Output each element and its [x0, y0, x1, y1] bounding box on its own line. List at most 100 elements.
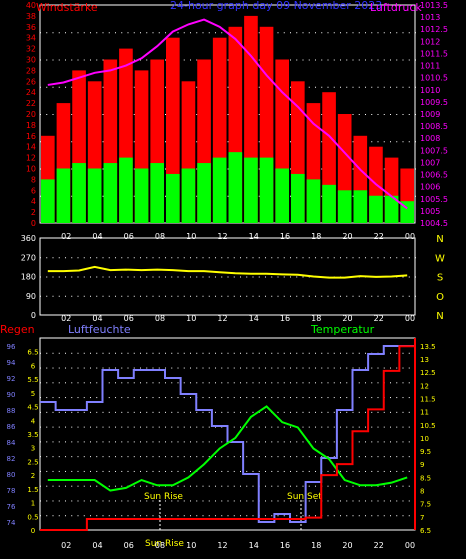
wind-avg-bar [134, 168, 149, 223]
grid-dot-bottom [152, 456, 154, 458]
grid-dot-bottom [402, 367, 404, 369]
grid-dot-bottom [302, 485, 304, 487]
compass-label: S [437, 273, 443, 284]
grid-dot-bottom [365, 515, 366, 517]
grid-dot-wind [133, 195, 135, 197]
grid-dot-bottom [65, 411, 66, 413]
grid-dot-dir [196, 276, 198, 278]
grid-dot-bottom [371, 397, 373, 399]
grid-dot-wind [146, 32, 148, 34]
grid-dot-wind [402, 86, 404, 88]
grid-dot-bottom [396, 456, 398, 458]
grid-dot-bottom [208, 441, 210, 443]
grid-dot-bottom [346, 352, 348, 354]
grid-dot-bottom [102, 411, 104, 413]
grid-dot-wind [165, 168, 166, 170]
grid-dot-bottom [165, 397, 166, 399]
grid-dot-bottom [183, 470, 185, 472]
grid-dot-wind [333, 86, 335, 88]
grid-dot-wind [390, 59, 391, 61]
grid-dot-bottom [227, 411, 229, 413]
grid-dot-bottom [121, 426, 123, 428]
pressure-tick-label: 1009.5 [420, 98, 448, 107]
wind-tick-label: 12 [26, 154, 36, 163]
grid-dot-bottom [396, 485, 398, 487]
grid-dot-bottom [290, 411, 291, 413]
rain-tick-label: 3 [31, 445, 35, 453]
temperature-tick-label: 11.5 [420, 395, 436, 403]
grid-dot-bottom [358, 441, 360, 443]
grid-dot-bottom [340, 352, 341, 354]
grid-dot-bottom [46, 426, 48, 428]
grid-dot-bottom [96, 470, 98, 472]
grid-dot-bottom [96, 441, 98, 443]
grid-dot-wind [133, 114, 135, 115]
grid-dot-bottom [40, 485, 41, 487]
grid-dot-bottom [302, 515, 304, 517]
grid-dot-bottom [308, 397, 310, 399]
grid-dot-bottom [121, 470, 123, 472]
grid-dot-bottom [265, 441, 266, 443]
grid-dot-bottom [190, 411, 191, 413]
grid-dot-bottom [290, 456, 291, 458]
grid-dot-wind [165, 32, 166, 34]
grid-dot-wind [377, 141, 379, 143]
rain-tick-label: 5.5 [27, 376, 38, 384]
grid-dot-bottom [115, 470, 116, 472]
grid-dot-bottom [90, 367, 91, 369]
grid-dot-bottom [383, 515, 385, 517]
x-tick-label: 16 [280, 541, 290, 550]
grid-dot-wind [315, 86, 316, 88]
grid-dot-bottom [333, 411, 335, 413]
humidity-tick-label: 96 [7, 343, 16, 351]
grid-dot-dir [96, 257, 98, 259]
grid-dot-bottom [283, 441, 285, 443]
grid-dot-dir [65, 257, 66, 259]
direction-tick-label: 270 [21, 253, 36, 262]
grid-dot-bottom [308, 367, 310, 369]
grid-dot-bottom [365, 367, 366, 369]
grid-dot-bottom [140, 456, 141, 458]
grid-dot-bottom [90, 411, 91, 413]
grid-dot-bottom [265, 426, 266, 428]
grid-dot-bottom [396, 367, 398, 369]
wind-tick-label: 24 [26, 88, 36, 97]
grid-dot-dir [208, 257, 210, 259]
grid-dot-wind [352, 59, 354, 61]
grid-dot-bottom [296, 441, 298, 443]
grid-dot-bottom [177, 485, 179, 487]
grid-dot-bottom [96, 515, 98, 517]
grid-dot-wind [227, 141, 229, 143]
grid-dot-bottom [258, 382, 260, 384]
x-tick-label: 18 [311, 232, 321, 241]
grid-dot-dir [283, 276, 285, 278]
grid-dot-bottom [77, 441, 79, 443]
grid-dot-bottom [183, 411, 185, 413]
grid-dot-dir [215, 257, 216, 259]
grid-dot-dir [227, 257, 229, 259]
compass-label: N [436, 234, 443, 245]
grid-dot-bottom [202, 485, 204, 487]
grid-dot-bottom [202, 352, 204, 354]
grid-dot-bottom [221, 382, 223, 384]
grid-dot-bottom [277, 397, 279, 399]
grid-dot-bottom [77, 470, 79, 472]
grid-dot-bottom [96, 485, 98, 487]
grid-dot-wind [40, 168, 41, 170]
grid-dot-bottom [152, 382, 154, 384]
grid-dot-wind [165, 86, 166, 88]
humidity-tick-label: 84 [7, 439, 16, 447]
grid-dot-wind [102, 86, 104, 88]
grid-dot-dir [71, 276, 73, 278]
grid-dot-bottom [308, 456, 310, 458]
grid-dot-dir [308, 295, 310, 297]
humidity-tick-label: 76 [7, 503, 16, 511]
grid-dot-dir [115, 295, 116, 297]
wind-avg-bar [41, 179, 55, 223]
wind-tick-label: 8 [31, 175, 36, 184]
grid-dot-dir [190, 257, 191, 259]
grid-dot-dir [402, 295, 404, 297]
grid-dot-bottom [183, 397, 185, 399]
grid-dot-bottom [177, 426, 179, 428]
grid-dot-dir [108, 257, 110, 259]
